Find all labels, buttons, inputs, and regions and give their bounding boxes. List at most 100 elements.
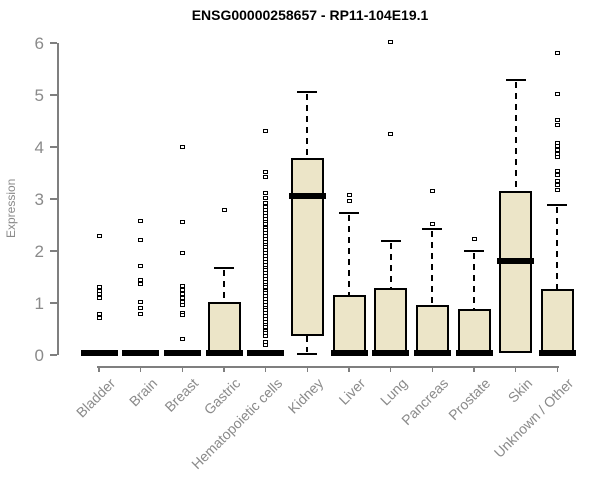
outlier-point xyxy=(179,292,185,297)
box xyxy=(290,158,324,337)
outlier-point xyxy=(138,306,144,311)
outlier-point xyxy=(179,284,185,289)
outlier-point xyxy=(179,250,185,255)
outlier-point xyxy=(179,288,185,292)
median-line xyxy=(80,350,118,357)
x-tick xyxy=(223,366,225,372)
outlier-point xyxy=(554,168,560,173)
outlier-point xyxy=(263,190,269,195)
chart-title: ENSG00000258657 - RP11-104E19.1 xyxy=(191,7,429,23)
outlier-point xyxy=(346,198,352,203)
box xyxy=(540,289,574,355)
x-tick xyxy=(514,366,517,372)
upper-whisker-cap xyxy=(297,90,318,93)
x-tick xyxy=(556,366,559,372)
median-line xyxy=(205,350,243,357)
y-tick-label: 1 xyxy=(34,294,44,313)
upper-whisker xyxy=(348,214,351,296)
outlier-point xyxy=(554,140,560,145)
upper-whisker xyxy=(514,82,517,191)
outlier-point xyxy=(138,278,144,283)
x-tick xyxy=(431,366,434,372)
median-line xyxy=(497,257,535,264)
y-tick-label: 0 xyxy=(34,346,44,365)
outlier-point xyxy=(138,238,144,243)
outlier-point xyxy=(554,187,560,192)
y-tick xyxy=(50,198,57,200)
x-tick xyxy=(389,366,392,372)
outlier-point xyxy=(554,179,560,184)
x-tick xyxy=(473,366,475,372)
median-line xyxy=(413,350,451,357)
y-tick xyxy=(50,42,57,44)
box xyxy=(457,309,491,355)
outlier-point xyxy=(96,292,102,297)
outlier-point xyxy=(554,117,560,122)
outlier-point xyxy=(554,91,560,96)
outlier-point xyxy=(346,193,352,198)
x-tick xyxy=(181,366,184,372)
upper-whisker-cap xyxy=(547,204,568,207)
outlier-point xyxy=(554,155,560,160)
y-tick xyxy=(50,146,57,148)
outlier-point xyxy=(263,200,269,205)
outlier-point xyxy=(138,300,144,305)
upper-whisker-cap xyxy=(464,250,485,252)
box xyxy=(499,190,533,354)
outlier-point xyxy=(179,295,185,300)
outlier-point xyxy=(388,39,394,44)
outlier-point xyxy=(554,51,560,56)
x-axis-line xyxy=(97,366,560,368)
box xyxy=(374,288,408,355)
median-line xyxy=(288,193,326,200)
y-tick xyxy=(50,250,57,252)
outlier-point xyxy=(471,237,477,242)
box xyxy=(332,295,366,355)
x-tick xyxy=(139,366,142,372)
x-tick xyxy=(306,366,309,372)
outlier-point xyxy=(263,129,269,134)
y-tick-label: 5 xyxy=(34,86,44,105)
y-tick-label: 4 xyxy=(34,138,44,157)
upper-whisker-cap xyxy=(422,228,443,231)
upper-whisker-cap xyxy=(214,266,234,269)
outlier-point xyxy=(138,219,144,224)
median-line xyxy=(372,349,410,356)
outlier-point xyxy=(179,337,185,342)
median-line xyxy=(330,349,368,356)
outlier-point xyxy=(554,183,560,188)
median-line xyxy=(538,349,576,356)
outlier-point xyxy=(179,302,185,307)
outlier-point xyxy=(429,222,435,227)
y-tick-label: 6 xyxy=(34,34,44,53)
median-line xyxy=(455,350,493,357)
lower-whisker xyxy=(306,336,309,353)
median-line xyxy=(163,350,201,357)
outlier-point xyxy=(554,172,560,177)
outlier-point xyxy=(263,343,269,348)
upper-whisker xyxy=(431,231,434,305)
outlier-point xyxy=(263,334,269,339)
upper-whisker xyxy=(306,93,309,159)
box xyxy=(207,301,241,355)
y-tick-label: 3 xyxy=(34,190,44,209)
upper-whisker-cap xyxy=(339,211,360,214)
outlier-point xyxy=(554,151,560,156)
x-tick xyxy=(98,366,100,372)
median-line xyxy=(122,350,160,357)
upper-whisker xyxy=(556,207,559,290)
outlier-point xyxy=(429,188,435,193)
upper-whisker-cap xyxy=(380,239,401,242)
outlier-point xyxy=(388,132,394,136)
x-tick xyxy=(348,366,350,372)
upper-whisker xyxy=(223,269,225,302)
upper-whisker xyxy=(389,242,392,289)
outlier-point xyxy=(554,123,560,128)
outlier-point xyxy=(554,148,560,153)
outlier-point xyxy=(179,145,185,149)
outlier-point xyxy=(263,169,269,174)
upper-whisker xyxy=(473,253,476,310)
outlier-point xyxy=(138,312,144,317)
